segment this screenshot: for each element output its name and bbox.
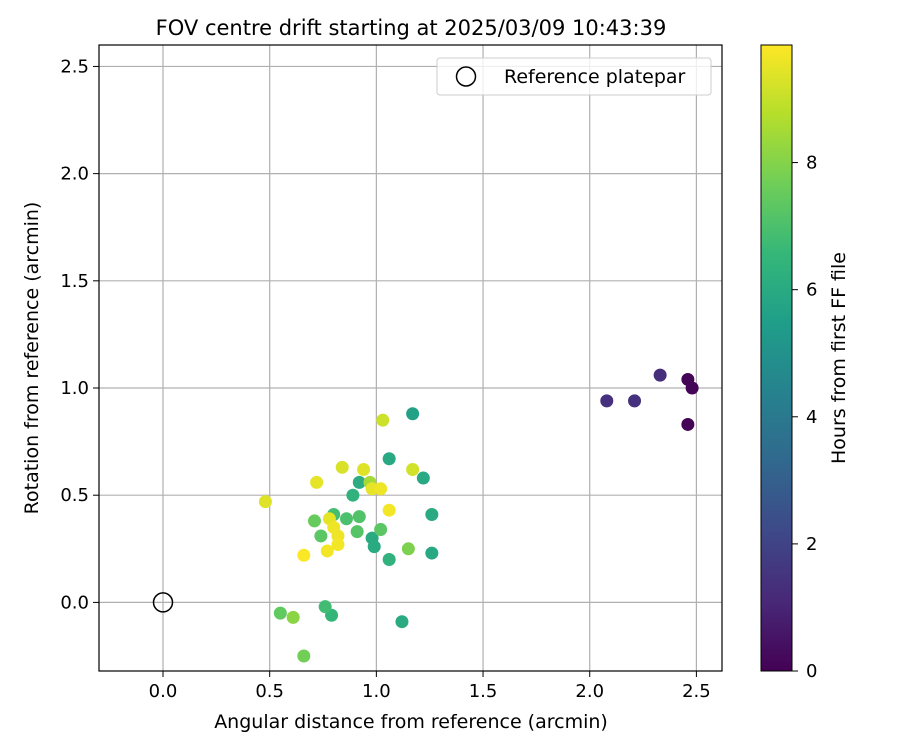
scatter-point [314,529,328,543]
y-axis-label: Rotation from reference (arcmin) [21,202,43,515]
scatter-point [401,542,415,556]
colorbar-tick-label: 6 [806,280,817,301]
colorbar-tick-label: 0 [806,661,817,682]
legend-marker-icon [455,66,477,87]
scatter-point [600,394,614,408]
scatter-point [395,615,409,629]
scatter-point [406,407,420,421]
scatter-point [357,462,371,476]
scatter-point [307,514,321,528]
scatter-point [350,525,364,539]
scatter-points [258,368,699,663]
scatter-point [258,495,272,509]
chart-title: FOV centre drift starting at 2025/03/09 … [156,16,667,40]
scatter-point [382,503,396,517]
scatter-point [425,546,439,560]
reference-point-marker [152,592,174,613]
colorbar-tick-label: 2 [806,534,817,555]
scatter-point [318,600,332,614]
legend-box [436,57,712,96]
y-tick-label: 1.0 [60,378,89,399]
scatter-point [382,553,396,567]
scatter-point [335,460,349,474]
x-axis-ticks: 0.0 0.5 1.0 1.5 2.0 2.5 [149,671,711,702]
scatter-point [352,475,366,489]
y-tick-label: 0.5 [60,485,89,506]
scatter-point [425,508,439,521]
scatter-point [273,606,287,620]
scatter-point [297,649,311,663]
legend: Reference platepar [436,57,712,96]
x-tick-label: 0.0 [149,681,178,702]
x-tick-label: 2.5 [682,681,711,702]
scatter-point [376,413,390,427]
scatter-point [374,523,388,537]
x-axis-label: Angular distance from reference (arcmin) [214,711,608,733]
scatter-point [286,610,300,624]
scatter-point [310,475,324,489]
plot-frame [98,44,723,672]
y-tick-label: 2.0 [60,164,89,185]
scatter-point [382,452,396,466]
scatter-point [416,471,430,485]
scatter-point [331,538,345,552]
colorbar-tick-label: 4 [806,407,817,428]
scatter-point [352,510,366,524]
scatter-point [346,488,360,502]
scatter-point [320,544,334,558]
x-tick-label: 2.0 [575,681,604,702]
scatter-point [374,482,388,496]
y-tick-label: 1.5 [60,271,89,292]
colorbar-label: Hours from first FF file [828,252,850,464]
y-tick-label: 2.5 [60,56,89,77]
x-tick-label: 1.5 [469,681,498,702]
scatter-point [406,462,420,476]
grid-lines [99,45,722,671]
scatter-point [628,394,642,408]
legend-label: Reference platepar [504,66,686,88]
x-tick-label: 1.0 [362,681,391,702]
x-tick-label: 0.5 [255,681,284,702]
scatter-point [685,381,699,395]
colorbar [760,44,793,672]
scatter-point [339,512,353,526]
scatter-point [367,540,381,554]
scatter-point [681,417,695,431]
y-axis-ticks: 0.0 0.5 1.0 1.5 2.0 2.5 [60,56,99,613]
scatter-point [653,368,667,382]
colorbar-ticks: 0 2 4 6 8 [792,153,817,682]
colorbar-tick-label: 8 [806,153,817,174]
y-tick-label: 0.0 [60,592,89,613]
scatter-point [297,548,311,562]
